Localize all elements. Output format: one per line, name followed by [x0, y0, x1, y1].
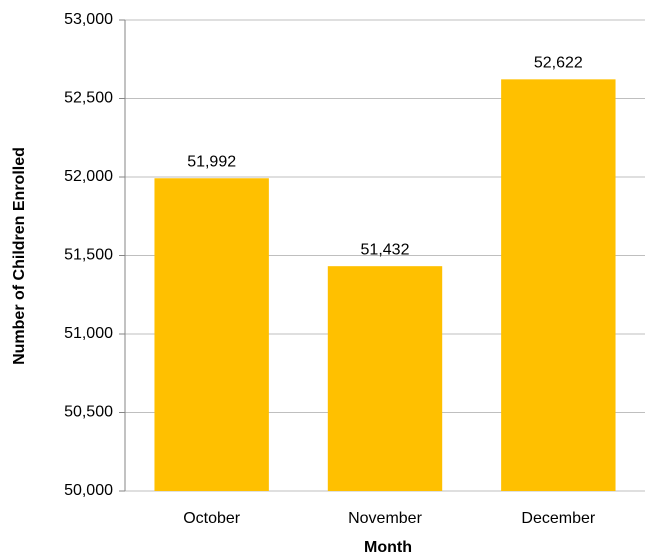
- data-label: 52,622: [534, 55, 583, 72]
- bar: [501, 79, 616, 491]
- y-tick-label: 52,500: [64, 90, 113, 107]
- bar: [327, 266, 443, 491]
- x-tick-label: December: [521, 510, 595, 527]
- y-tick-label: 50,000: [64, 482, 113, 499]
- y-tick-label: 50,500: [64, 404, 113, 421]
- data-label: 51,992: [187, 153, 236, 170]
- x-axis-label: Month: [364, 539, 412, 556]
- y-tick-label: 52,000: [64, 168, 113, 185]
- y-tick-label: 53,000: [64, 11, 113, 28]
- data-label: 51,432: [361, 241, 410, 258]
- y-tick-label: 51,500: [64, 247, 113, 264]
- x-tick-label: October: [183, 510, 241, 527]
- x-tick-label: November: [348, 510, 422, 527]
- y-axis-label: Number of Children Enrolled: [11, 147, 28, 365]
- y-tick-label: 51,000: [64, 325, 113, 342]
- bar: [154, 178, 269, 492]
